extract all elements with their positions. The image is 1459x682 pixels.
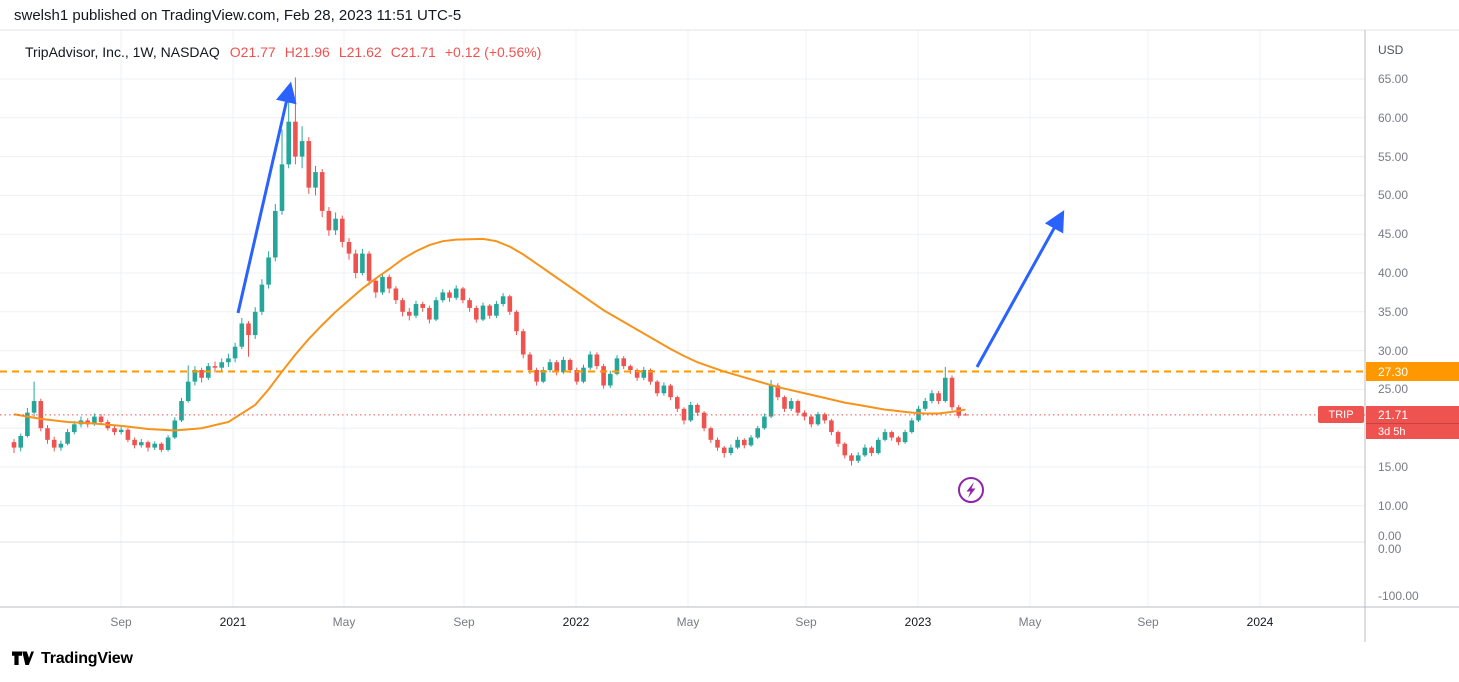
time-tick-year: 2021: [219, 615, 247, 629]
bar-countdown-badge: 3d 5h: [1366, 423, 1459, 439]
grid-lines: [0, 30, 1365, 607]
price-tick-label: 15.00: [1378, 460, 1409, 474]
tradingview-wordmark: TradingView: [41, 649, 133, 667]
price-tick-label: 60.00: [1378, 110, 1409, 125]
ohlc-close: C21.71: [390, 44, 436, 60]
time-tick-year: 2023: [904, 615, 932, 629]
ohlc-low: L21.62: [338, 44, 382, 60]
price-tick-label: 45.00: [1378, 227, 1409, 242]
ohlc-high: H21.96: [284, 44, 330, 60]
tradingview-footer[interactable]: TradingView: [12, 649, 133, 668]
resistance-price-badge: 27.30: [1366, 362, 1459, 381]
axis-borders: [0, 29, 1459, 642]
time-tick-month: Sep: [453, 615, 475, 629]
price-tick-label: 65.00: [1378, 72, 1409, 86]
publish-info: swelsh1 published on TradingView.com, Fe…: [14, 7, 462, 24]
ohlc-change: +0.12 (+0.56%): [444, 44, 542, 60]
time-tick-month: May: [332, 615, 356, 629]
price-tick-label: 35.00: [1378, 304, 1409, 319]
last-price-badge: 21.71: [1366, 406, 1459, 423]
price-tick-label: 30.00: [1378, 343, 1409, 358]
time-tick-month: Sep: [795, 615, 817, 629]
axis-currency-label: USD: [1378, 43, 1404, 57]
time-tick-year: 2022: [562, 615, 590, 629]
price-tick-label: 25.00: [1378, 382, 1409, 397]
time-axis[interactable]: Sep 2021 May Sep 2022 May Sep 2023 May Sep 2024: [0, 607, 1459, 642]
chart-legend: TripAdvisor, Inc., 1W, NASDAQ O21.77 H21…: [25, 44, 541, 60]
ohlc-open: O21.77: [229, 44, 276, 60]
symbol-title: TripAdvisor, Inc., 1W, NASDAQ: [25, 44, 220, 60]
symbol-price-tag: TRIP: [1318, 406, 1364, 423]
ohlc-values: O21.77 H21.96 L21.62 C21.71 +0.12 (+0.56…: [230, 44, 542, 60]
price-tick-label: 55.00: [1378, 149, 1409, 164]
price-tick-label: 0.00: [1378, 529, 1402, 543]
candles-layer: [11, 77, 968, 466]
time-tick-month: May: [1018, 615, 1042, 629]
trend-arrow[interactable]: [975, 210, 1065, 368]
time-tick-month: Sep: [110, 615, 132, 629]
price-tick-label: 10.00: [1378, 498, 1409, 513]
price-tick-label: 50.00: [1378, 188, 1409, 203]
flash-icon[interactable]: [958, 477, 984, 503]
time-tick-month: May: [676, 615, 700, 629]
price-tick-label: 0.00: [1378, 542, 1402, 556]
time-tick-month: Sep: [1137, 615, 1159, 629]
tradingview-logo-icon: [12, 651, 34, 665]
price-tick-label: 40.00: [1378, 266, 1409, 280]
time-tick-year: 2024: [1246, 615, 1274, 629]
moving-average-line: [13, 237, 966, 432]
trend-arrow[interactable]: [236, 81, 297, 314]
price-tick-label: -100.00: [1378, 589, 1419, 603]
